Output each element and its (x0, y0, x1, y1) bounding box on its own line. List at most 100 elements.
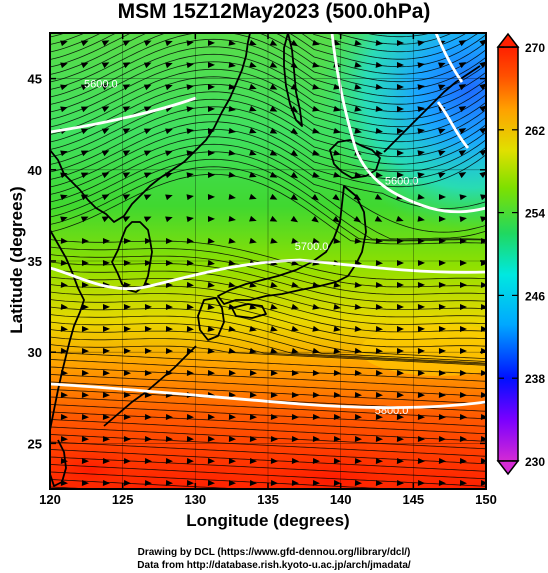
colorbar-ticks: 230 238 246 254 262 270 (498, 41, 545, 469)
wind-arrow (60, 62, 68, 69)
wind-arrow (417, 391, 425, 398)
wind-arrow (165, 128, 173, 135)
wind-arrow (165, 435, 173, 442)
wind-arrow (458, 106, 467, 113)
wind-arrow (332, 215, 340, 223)
wind-arrow (186, 62, 194, 69)
wind-arrow (291, 281, 299, 288)
colorbar-tick-label: 230 (525, 455, 545, 469)
wind-arrow (438, 172, 446, 179)
wind-arrow (291, 303, 299, 310)
wind-arrow (438, 326, 446, 333)
wind-arrow (81, 237, 89, 244)
colorbar-tick-label: 262 (525, 124, 545, 138)
wind-arrow (186, 325, 194, 332)
wind-arrow (123, 260, 131, 267)
wind-arrow (207, 435, 215, 442)
wind-arrow (291, 391, 299, 398)
wind-arrow (143, 216, 152, 223)
wind-arrow (165, 325, 173, 332)
streamline (50, 151, 486, 240)
wind-arrow (438, 238, 446, 245)
wind-arrow (417, 326, 425, 333)
wind-arrow (479, 149, 486, 156)
wind-arrow (480, 237, 486, 244)
wind-arrow (228, 39, 236, 46)
wind-arrow (291, 369, 299, 376)
wind-arrow (165, 259, 173, 266)
wind-arrow (438, 62, 446, 69)
wind-arrow (458, 62, 467, 69)
wind-arrow (459, 260, 467, 267)
wind-arrow (123, 304, 131, 311)
wind-arrow (333, 479, 341, 486)
wind-arrow (311, 215, 319, 223)
wind-arrow (80, 194, 89, 201)
wind-arrow (311, 193, 319, 201)
wind-arrow (438, 457, 446, 464)
wind-arrow (312, 105, 320, 112)
wind-arrow (459, 304, 467, 311)
wind-arrow (207, 194, 215, 201)
wind-arrow (186, 216, 194, 223)
wind-arrow (396, 172, 404, 179)
wind-arrow (290, 149, 299, 157)
wind-arrow (480, 391, 486, 398)
wind-arrow (459, 457, 467, 464)
wind-arrow (417, 106, 425, 113)
wind-arrow (60, 281, 68, 288)
wind-arrow (269, 171, 278, 178)
wind-arrow (333, 457, 341, 464)
height-contours (50, 33, 486, 410)
wind-arrow (270, 413, 278, 420)
honshu-coastline (217, 185, 367, 305)
wind-arrow (80, 216, 89, 223)
wind-arrow (144, 369, 152, 376)
wind-arrow (102, 260, 110, 267)
contour-labels: 5800.0 5700.0 5600.0 5600.0 (84, 79, 418, 417)
wind-arrow (186, 413, 194, 420)
wind-arrow (333, 127, 341, 134)
wind-arrow (186, 369, 194, 376)
wind-arrow (417, 369, 425, 376)
wind-arrow (354, 39, 362, 46)
wind-arrow (312, 479, 320, 486)
wind-arrow (102, 348, 110, 355)
wind-arrow (81, 325, 89, 332)
wind-arrow (333, 281, 341, 288)
wind-arrow (270, 479, 278, 486)
streamline (50, 359, 486, 382)
wind-arrow (207, 479, 215, 486)
wind-arrow (249, 479, 257, 486)
wind-arrow (144, 413, 152, 420)
wind-arrow (480, 325, 486, 332)
wind-arrow (228, 149, 236, 156)
wind-arrow (354, 325, 362, 332)
x-tick-label: 150 (475, 492, 497, 507)
wind-arrow (122, 194, 131, 201)
wind-arrow (81, 303, 89, 310)
wind-arrow (375, 61, 383, 68)
streamline (50, 419, 486, 442)
wind-arrow (102, 238, 110, 245)
wind-arrow (479, 61, 486, 68)
wind-arrow (375, 237, 383, 244)
contour-5600-west (50, 96, 197, 134)
wind-arrow (144, 260, 152, 267)
wind-arrow (396, 281, 404, 288)
wind-arrow (333, 83, 341, 90)
wind-arrow (480, 281, 486, 288)
wind-arrow (333, 391, 341, 398)
wind-arrow (375, 435, 383, 442)
wind-arrow (333, 171, 341, 178)
wind-arrow (333, 149, 341, 156)
wind-arrow (417, 479, 425, 486)
wind-arrow (438, 304, 446, 311)
warm-core (220, 440, 440, 489)
wind-arrow (102, 326, 110, 333)
wind-arrow (207, 150, 215, 157)
wind-arrow (102, 457, 110, 464)
streamline (50, 404, 486, 427)
wind-arrow (438, 369, 446, 376)
wind-arrow (249, 61, 257, 68)
